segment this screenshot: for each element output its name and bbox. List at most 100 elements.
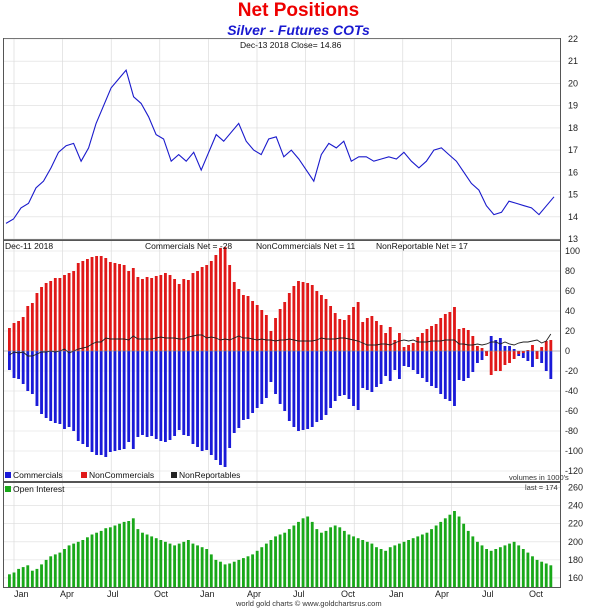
open-interest-bar	[517, 545, 521, 587]
commercials-bar	[393, 351, 397, 370]
x-tick-label: Jul	[107, 589, 119, 599]
noncommercials-bar	[283, 302, 287, 351]
noncommercials-bar	[531, 345, 534, 351]
commercials-bar	[200, 351, 204, 451]
noncommercials-bar	[535, 351, 539, 359]
commercials-bar	[113, 351, 117, 451]
open-interest-bar	[407, 540, 411, 587]
noncommercials-bar	[485, 351, 489, 356]
price-ytick-label: 22	[568, 34, 578, 44]
commercials-bar	[549, 351, 553, 379]
noncommercials-bar	[90, 257, 94, 351]
commercials-bar	[159, 351, 163, 441]
oi-ytick-label: 160	[568, 573, 583, 583]
noncommercials-bar	[44, 283, 48, 351]
price-header: Dec-13 2018 Close= 14.86	[240, 40, 342, 50]
legend-swatch-open-interest	[5, 486, 11, 492]
noncommercials-bar	[471, 336, 475, 351]
open-interest-bar	[164, 541, 167, 587]
commercials-bar	[232, 351, 236, 433]
open-interest-bar	[526, 552, 530, 587]
noncommercials-bar	[35, 293, 39, 351]
commercials-bar	[35, 351, 39, 406]
net-ytick-label: 20	[565, 326, 575, 336]
x-tick-label: Jan	[200, 589, 215, 599]
open-interest-bar	[494, 549, 498, 587]
open-interest-bar	[131, 518, 135, 587]
noncommercials-bar	[173, 279, 177, 351]
open-interest-bar	[209, 554, 213, 587]
commercials-bar	[63, 351, 66, 429]
volume-note: volumes in 1000's	[509, 473, 569, 482]
commercials-bar	[333, 351, 337, 401]
oi-ytick-label: 260	[568, 483, 583, 493]
open-interest-bar	[264, 543, 268, 587]
commercials-bar	[297, 351, 300, 431]
open-interest-bar	[489, 550, 493, 587]
noncommercials-bar	[136, 277, 140, 351]
commercials-bar	[136, 351, 140, 437]
commercials-bar	[150, 351, 154, 436]
open-interest-bar	[540, 561, 544, 587]
noncommercials-bar	[26, 306, 30, 351]
noncommercials-bar	[104, 258, 108, 351]
open-interest-bar	[476, 541, 479, 587]
legend-swatch-noncommercials	[81, 472, 87, 478]
open-interest-bar	[63, 549, 66, 587]
chart-title: Net Positions	[237, 0, 360, 21]
x-tick-label: Oct	[154, 589, 169, 599]
noncommercials-bar	[498, 351, 502, 371]
x-tick-label: Apr	[247, 589, 261, 599]
commercials-bar	[347, 351, 351, 399]
open-interest-bar	[154, 538, 158, 587]
noncommercials-bar	[108, 262, 112, 351]
open-interest-bar	[535, 559, 539, 587]
legend-swatch-nonreportables	[171, 472, 177, 478]
x-tick-label: Jan	[389, 589, 404, 599]
open-interest-bar	[72, 543, 76, 587]
open-interest-bar	[191, 543, 195, 587]
open-interest-bar	[44, 559, 48, 587]
open-interest-bar	[388, 547, 392, 587]
noncommercials-bar	[246, 296, 250, 351]
open-interest-bar	[255, 550, 259, 587]
noncommercials-bar	[526, 350, 530, 351]
commercials-bar	[12, 351, 16, 378]
noncommercials-bar	[95, 256, 99, 351]
commercials-bar	[164, 351, 167, 442]
noncommercials-bar	[379, 325, 383, 351]
open-interest-bar	[49, 556, 53, 587]
open-interest-bar	[145, 534, 149, 587]
open-interest-bar	[498, 547, 502, 587]
open-interest-bar	[333, 525, 337, 587]
open-interest-bar	[549, 565, 553, 587]
chart-subtitle: Silver - Futures COTs	[227, 22, 370, 38]
noncommercials-bar	[209, 261, 213, 351]
open-interest-bar	[453, 511, 456, 587]
open-interest-bar	[86, 537, 89, 587]
noncommercials-bar	[544, 341, 548, 351]
open-interest-bar	[439, 521, 443, 587]
net-ytick-label: 40	[565, 306, 575, 316]
commercials-bar	[21, 351, 25, 384]
noncommercials-bar	[251, 301, 255, 351]
open-interest-bar	[122, 521, 126, 587]
price-ytick-label: 14	[568, 212, 578, 222]
noncommercials-bar	[287, 293, 291, 351]
noncommercials-bar	[342, 320, 346, 351]
net-legend: Commercials NonCommercials NonReportable…	[5, 470, 240, 480]
open-interest-bar	[58, 552, 62, 587]
open-interest-bar	[168, 543, 172, 587]
noncommercials-bar	[329, 306, 333, 351]
commercials-bar	[99, 351, 103, 455]
open-interest-bar	[443, 518, 447, 587]
open-interest-bar	[136, 529, 140, 587]
noncommercials-bar	[269, 331, 273, 351]
oi-ytick-label: 240	[568, 501, 583, 511]
commercials-bar	[466, 351, 470, 378]
noncommercials-bar	[466, 330, 470, 351]
open-interest-bar	[544, 563, 548, 587]
commercials-bar	[214, 351, 218, 460]
commercials-bar	[219, 351, 222, 465]
commercials-bar	[430, 351, 433, 386]
